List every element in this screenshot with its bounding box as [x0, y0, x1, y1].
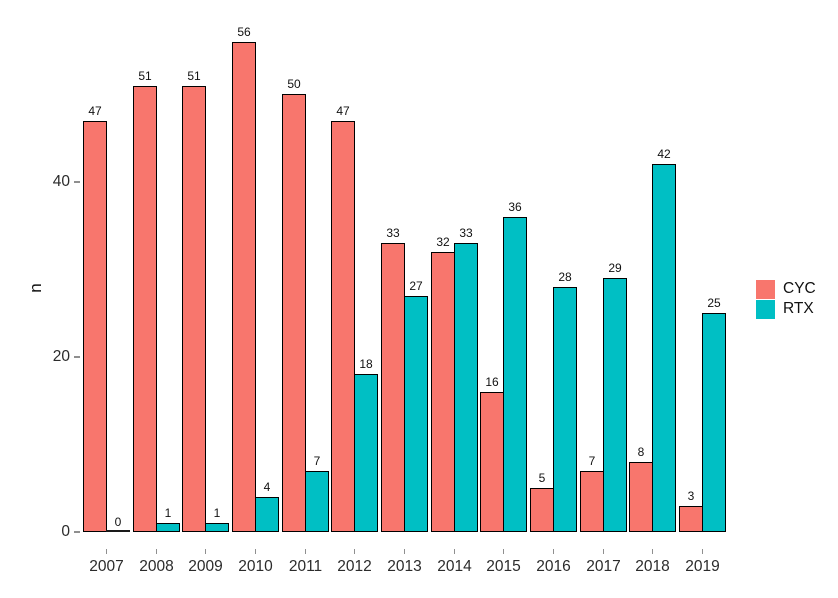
bar-rtx-2017 [603, 278, 627, 532]
x-axis-label-2012: 2012 [337, 558, 372, 575]
bar-rtx-2010 [255, 497, 279, 532]
bar-rtx-2009 [205, 523, 229, 532]
bar-value-cyc-2015: 16 [485, 375, 499, 389]
x-axis-label-2007: 2007 [89, 558, 124, 575]
x-axis-label-2016: 2016 [536, 558, 571, 575]
x-axis-label-2010: 2010 [238, 558, 273, 575]
x-axis-label-2017: 2017 [586, 558, 621, 575]
bar-cyc-2019 [679, 506, 703, 532]
bar-value-rtx-2013: 27 [409, 279, 423, 293]
x-axis-tick-2016 [552, 549, 555, 554]
y-axis-label-40: 40 [52, 173, 70, 190]
bar-value-rtx-2008: 1 [164, 506, 172, 520]
bar-cyc-2008 [133, 86, 157, 532]
bar-value-cyc-2012: 47 [336, 104, 350, 118]
x-axis-label-2015: 2015 [486, 558, 521, 575]
y-axis-tick-0 [74, 531, 80, 533]
bar-cyc-2010 [232, 42, 256, 532]
x-axis-label-2009: 2009 [188, 558, 223, 575]
x-axis-tick-2009 [204, 549, 207, 554]
y-axis-title: n [26, 283, 45, 293]
y-axis-tick-40 [74, 181, 80, 183]
legend: CYC RTX [756, 279, 816, 319]
x-axis-tick-2007 [105, 549, 108, 554]
bar-value-rtx-2014: 33 [459, 226, 473, 240]
y-axis-tick-20 [74, 356, 80, 358]
bar-value-cyc-2018: 8 [637, 445, 645, 459]
bar-value-rtx-2011: 7 [313, 454, 321, 468]
legend-item-rtx: RTX [756, 299, 816, 319]
x-axis-tick-2011 [304, 549, 307, 554]
bar-cyc-2007 [83, 121, 107, 532]
legend-swatch-rtx [756, 299, 775, 319]
x-axis-label-2008: 2008 [139, 558, 174, 575]
bar-value-cyc-2019: 3 [687, 489, 695, 503]
x-axis-tick-2010 [254, 549, 257, 554]
bar-rtx-2011 [305, 471, 329, 532]
bar-rtx-2007 [106, 530, 130, 532]
bar-value-cyc-2016: 5 [538, 471, 546, 485]
bar-value-rtx-2017: 29 [608, 261, 622, 275]
bar-value-cyc-2011: 50 [287, 77, 301, 91]
bar-value-cyc-2008: 51 [138, 69, 152, 83]
bar-value-rtx-2010: 4 [263, 480, 271, 494]
bar-rtx-2008 [156, 523, 180, 532]
bar-rtx-2015 [503, 217, 527, 532]
legend-label-cyc: CYC [783, 280, 816, 297]
x-axis-label-2011: 2011 [288, 558, 323, 575]
x-axis-tick-2012 [353, 549, 356, 554]
bar-cyc-2012 [331, 121, 355, 532]
bar-cyc-2014 [431, 252, 455, 532]
bar-rtx-2014 [454, 243, 478, 532]
x-axis-tick-2017 [602, 549, 605, 554]
bar-value-rtx-2015: 36 [508, 200, 522, 214]
x-axis-tick-2019 [701, 549, 704, 554]
bar-rtx-2012 [354, 374, 378, 532]
y-axis-label-20: 20 [52, 348, 70, 365]
bar-value-rtx-2012: 18 [359, 357, 373, 371]
bar-rtx-2018 [652, 164, 676, 532]
bar-value-rtx-2016: 28 [558, 270, 572, 284]
bar-value-cyc-2013: 33 [386, 226, 400, 240]
x-axis-label-2019: 2019 [685, 558, 720, 575]
bar-rtx-2019 [702, 313, 726, 532]
legend-item-cyc: CYC [756, 279, 816, 299]
x-axis-label-2018: 2018 [635, 558, 670, 575]
bar-value-rtx-2018: 42 [657, 147, 671, 161]
bar-cyc-2009 [182, 86, 206, 532]
y-axis-label-0: 0 [61, 523, 70, 540]
bar-value-cyc-2017: 7 [588, 454, 596, 468]
bar-cyc-2011 [282, 94, 306, 532]
x-axis-tick-2015 [502, 549, 505, 554]
bar-rtx-2013 [404, 296, 428, 532]
legend-swatch-cyc [756, 279, 775, 299]
x-axis-tick-2013 [403, 549, 406, 554]
x-axis-label-2014: 2014 [437, 558, 472, 575]
x-axis-label-2013: 2013 [387, 558, 422, 575]
bar-cyc-2018 [629, 462, 653, 532]
bar-value-rtx-2009: 1 [213, 506, 221, 520]
bar-value-cyc-2007: 47 [88, 104, 102, 118]
bar-rtx-2016 [553, 287, 577, 532]
x-axis-tick-2018 [651, 549, 654, 554]
legend-label-rtx: RTX [783, 300, 814, 317]
bar-value-cyc-2010: 56 [237, 25, 251, 39]
bar-value-cyc-2014: 32 [436, 235, 450, 249]
bar-value-rtx-2007: 0 [114, 515, 122, 529]
x-axis-tick-2008 [155, 549, 158, 554]
bar-value-cyc-2009: 51 [187, 69, 201, 83]
x-axis-tick-2014 [453, 549, 456, 554]
bar-value-rtx-2019: 25 [707, 296, 721, 310]
